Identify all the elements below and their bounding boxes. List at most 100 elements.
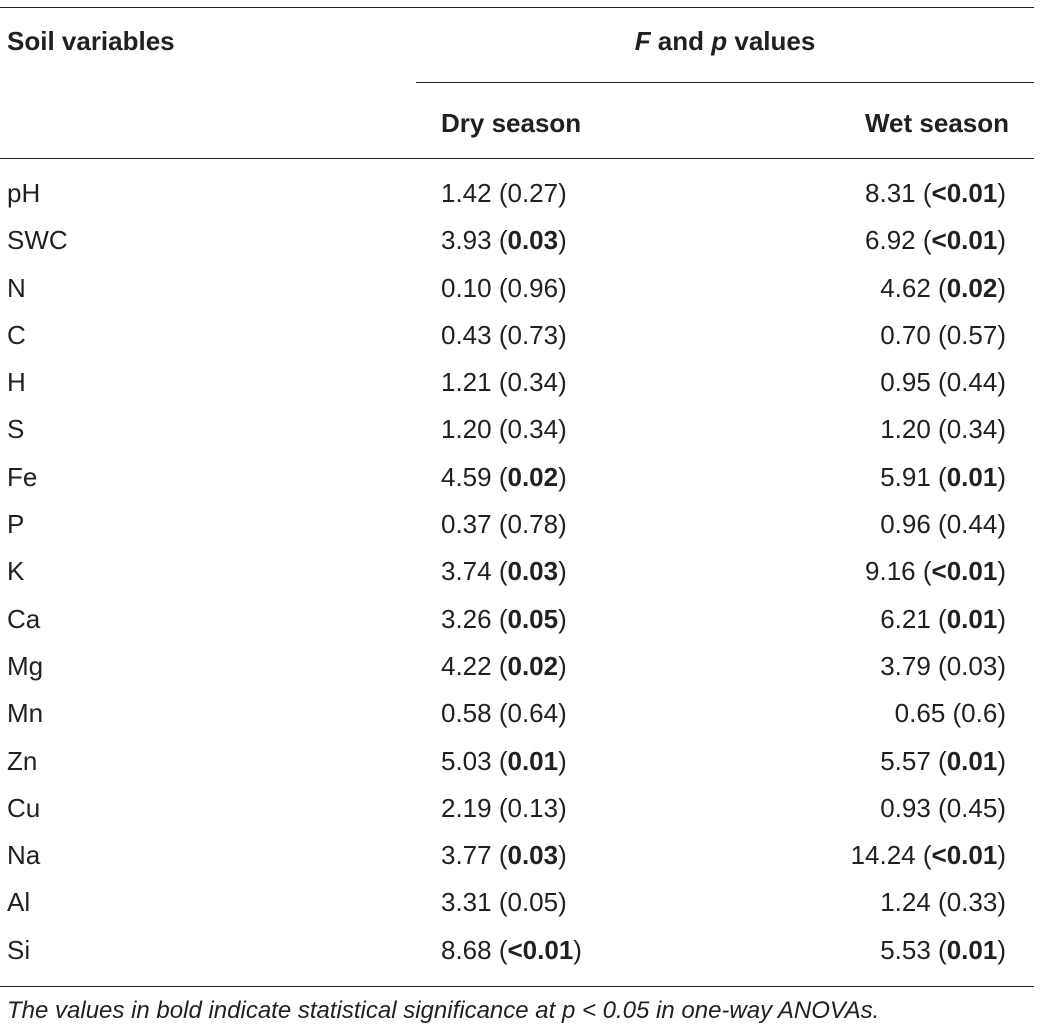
- dry-p-value: 0.01: [507, 745, 559, 776]
- header-wet-season: Wet season: [864, 108, 1009, 138]
- table-row: P 0.37 (0.78) 0.96 (0.44): [0, 501, 1040, 548]
- cell-dry-season: 1.20 (0.34): [441, 414, 567, 445]
- header-and: and: [650, 26, 712, 56]
- header-f-and-p-values: F and p values: [416, 26, 1034, 56]
- wet-f-value: 6.92: [865, 225, 916, 256]
- cell-soil-variable: S: [7, 414, 25, 445]
- header-bottom-rule: [0, 158, 1034, 159]
- table-footnote: The values in bold indicate statistical …: [7, 997, 880, 1024]
- wet-p-value: 0.01: [946, 934, 998, 965]
- dry-p-value: 0.03: [507, 840, 559, 871]
- cell-wet-season: 8.31 (<0.01): [865, 178, 1006, 208]
- cell-soil-variable: SWC: [7, 225, 68, 256]
- cell-wet-season: 1.24 (0.33): [880, 887, 1006, 918]
- cell-dry-season: 1.42 (0.27): [441, 178, 567, 208]
- cell-dry-season: 0.37 (0.78): [441, 509, 567, 540]
- cell-wet-season: 3.79 (0.03): [880, 650, 1006, 681]
- cell-soil-variable: Ca: [7, 603, 41, 634]
- wet-p-value: <0.01: [931, 178, 998, 208]
- dry-f-value: 1.21: [441, 367, 492, 398]
- table-bottom-rule: [0, 986, 1034, 987]
- cell-wet-season: 0.93 (0.45): [880, 792, 1006, 823]
- wet-f-value: 0.96: [880, 509, 931, 540]
- cell-wet-season: 5.53 (0.01): [880, 934, 1006, 965]
- cell-dry-season: 3.26 (0.05): [441, 603, 567, 634]
- table-row: K 3.74 (0.03) 9.16 (<0.01): [0, 548, 1040, 595]
- table-row: SWC 3.93 (0.03) 6.92 (<0.01): [0, 217, 1040, 264]
- dry-p-value: 0.02: [507, 461, 559, 492]
- table-row: Al 3.31 (0.05) 1.24 (0.33): [0, 879, 1040, 926]
- cell-dry-season: 4.22 (0.02): [441, 650, 567, 681]
- wet-p-value: 0.45: [946, 792, 998, 823]
- wet-f-value: 9.16: [865, 556, 916, 587]
- table-row: N 0.10 (0.96) 4.62 (0.02): [0, 265, 1040, 312]
- dry-p-value: 0.73: [507, 319, 559, 350]
- cell-soil-variable: Al: [7, 887, 31, 918]
- wet-p-value: <0.01: [931, 840, 998, 871]
- wet-f-value: 0.93: [880, 792, 931, 823]
- header-values: values: [727, 26, 816, 56]
- wet-p-value: 0.02: [946, 272, 998, 303]
- dry-f-value: 3.31: [441, 887, 492, 918]
- cell-dry-season: 0.58 (0.64): [441, 698, 567, 729]
- cell-soil-variable: Zn: [7, 745, 38, 776]
- table-row: H 1.21 (0.34) 0.95 (0.44): [0, 359, 1040, 406]
- dry-p-value: 0.05: [507, 887, 559, 918]
- wet-p-value: <0.01: [931, 556, 998, 587]
- table-row: pH 1.42 (0.27) 8.31 (<0.01): [0, 170, 1040, 217]
- dry-p-value: 0.64: [507, 698, 559, 729]
- wet-p-value: 0.44: [946, 367, 998, 398]
- table-row: Mg 4.22 (0.02) 3.79 (0.03): [0, 643, 1040, 690]
- table-row: S 1.20 (0.34) 1.20 (0.34): [0, 406, 1040, 453]
- wet-f-value: 0.95: [880, 367, 931, 398]
- dry-p-value: 0.03: [507, 556, 559, 587]
- wet-f-value: 5.91: [880, 461, 931, 492]
- table-row: Mn 0.58 (0.64) 0.65 (0.6): [0, 690, 1040, 737]
- cell-dry-season: 2.19 (0.13): [441, 792, 567, 823]
- dry-f-value: 0.37: [441, 509, 492, 540]
- dry-f-value: 0.10: [441, 272, 492, 303]
- cell-soil-variable: Fe: [7, 461, 38, 492]
- wet-f-value: 0.65: [894, 698, 946, 729]
- cell-wet-season: 5.91 (0.01): [880, 461, 1006, 492]
- wet-p-value: 0.01: [946, 461, 998, 492]
- table-row: Fe 4.59 (0.02) 5.91 (0.01): [0, 454, 1040, 501]
- dry-p-value: 0.13: [507, 792, 559, 823]
- cell-wet-season: 0.96 (0.44): [880, 509, 1006, 540]
- wet-f-value: 1.20: [880, 414, 931, 445]
- wet-f-value: 14.24: [850, 840, 916, 871]
- cell-wet-season: 1.20 (0.34): [880, 414, 1006, 445]
- dry-f-value: 1.20: [441, 414, 492, 445]
- header-dry-season: Dry season: [441, 108, 582, 138]
- dry-f-value: 1.42: [441, 178, 492, 208]
- wet-f-value: 0.70: [880, 319, 931, 350]
- dry-f-value: 3.93: [441, 225, 492, 256]
- cell-dry-season: 8.68 (<0.01): [441, 934, 582, 965]
- cell-dry-season: 0.10 (0.96): [441, 272, 567, 303]
- cell-soil-variable: Si: [7, 934, 31, 965]
- table-top-rule: [0, 7, 1034, 8]
- dry-f-value: 5.03: [441, 745, 492, 776]
- cell-soil-variable: N: [7, 272, 26, 303]
- cell-dry-season: 3.74 (0.03): [441, 556, 567, 587]
- table-row: Na 3.77 (0.03) 14.24 (<0.01): [0, 832, 1040, 879]
- cell-wet-season: 6.21 (0.01): [880, 603, 1006, 634]
- table-row: Si 8.68 (<0.01) 5.53 (0.01): [0, 927, 1040, 974]
- table-row: Ca 3.26 (0.05) 6.21 (0.01): [0, 596, 1040, 643]
- dry-p-value: 0.05: [507, 603, 559, 634]
- header-f-symbol: F: [634, 26, 651, 56]
- dry-p-value: 0.96: [507, 272, 559, 303]
- wet-f-value: 3.79: [880, 650, 931, 681]
- wet-p-value: 0.03: [946, 650, 998, 681]
- dry-f-value: 8.68: [441, 934, 492, 965]
- table-body: pH 1.42 (0.27) 8.31 (<0.01) SWC 3.93 (0.03) 6…: [0, 170, 1040, 974]
- wet-p-value: 0.01: [946, 745, 998, 776]
- dry-f-value: 0.58: [441, 698, 492, 729]
- cell-soil-variable: H: [7, 367, 26, 398]
- dry-f-value: 3.26: [441, 603, 492, 634]
- wet-p-value: 0.34: [946, 414, 998, 445]
- cell-wet-season: 0.65 (0.6): [894, 698, 1006, 729]
- cell-soil-variable: Na: [7, 840, 41, 871]
- wet-p-value: 0.01: [946, 603, 998, 634]
- wet-f-value: 5.57: [880, 745, 931, 776]
